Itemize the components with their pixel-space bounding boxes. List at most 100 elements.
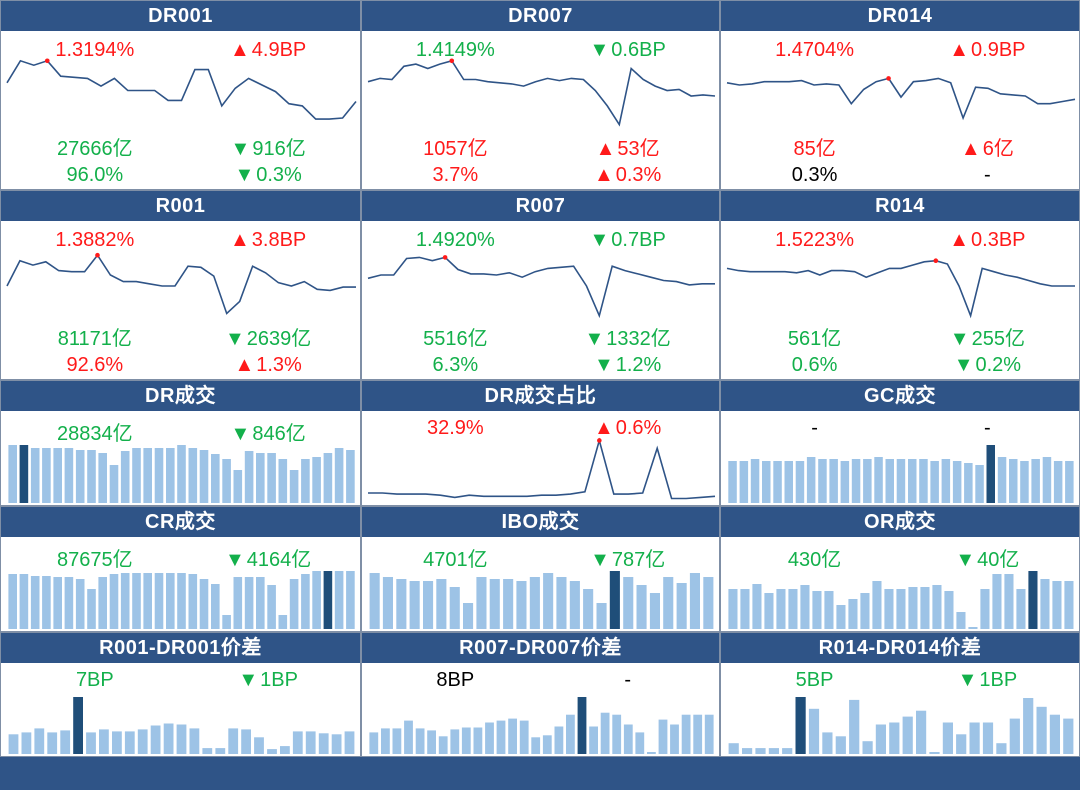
bar [439, 736, 448, 754]
metric-value-r014-row3: 0.6% [735, 354, 893, 377]
chart-dr014 [721, 1, 1080, 190]
bar [836, 605, 845, 629]
chart-r014 [721, 191, 1080, 380]
change-value-r007-row1: ▼ 0.7BP [549, 229, 707, 252]
series-line-r007 [368, 257, 715, 315]
bar [682, 715, 691, 754]
bar [474, 728, 483, 755]
bar [211, 454, 220, 503]
bar [490, 579, 500, 629]
bar [908, 459, 917, 503]
value-text: 0.6% [616, 417, 662, 439]
series-line-dr014 [727, 78, 1075, 118]
bar [874, 457, 883, 503]
arrow-up-icon: ▲ [234, 354, 254, 377]
metric-value-dr001-row3: 96.0% [15, 164, 174, 187]
value-text: 8BP [436, 669, 474, 691]
chart-r007-dr007-spread [362, 633, 720, 757]
value-text: 0.6% [792, 354, 838, 376]
panel-r007-dr007-spread: R007-DR007价差 8BP - [361, 632, 720, 757]
bar [953, 461, 962, 503]
bar [155, 573, 164, 629]
change-value-dr-volume-ratio-row1: ▲ 0.6% [549, 417, 707, 440]
bar [132, 573, 141, 629]
bar [312, 571, 321, 629]
value-text: 916亿 [252, 138, 305, 160]
bar [589, 727, 598, 755]
bar [848, 599, 857, 629]
arrow-down-icon: ▼ [585, 328, 605, 351]
series-line-r014 [727, 261, 1075, 316]
bar [293, 731, 303, 754]
bar [703, 577, 713, 629]
bar [267, 453, 276, 503]
bar [796, 461, 805, 503]
bar [531, 737, 540, 754]
arrow-down-icon: ▼ [590, 39, 610, 62]
panel-dr001: DR001 1.3194% ▲ 4.9BP 27666亿 ▼ 916亿 96.0% ▼ 0.3% [0, 0, 361, 190]
bar [597, 603, 607, 629]
bar [189, 574, 198, 629]
value-text: 1.3% [256, 354, 302, 376]
value-text: 0.9BP [971, 39, 1025, 61]
bar-latest [20, 445, 29, 503]
bar [234, 470, 243, 503]
bar [876, 725, 886, 755]
bar [503, 579, 513, 629]
bar [764, 593, 773, 629]
bar [1054, 461, 1063, 503]
bar [20, 574, 29, 629]
value-text: - [984, 164, 991, 186]
value-text: 32.9% [427, 417, 484, 439]
bar [423, 581, 433, 629]
bar [992, 574, 1001, 629]
bar [65, 448, 74, 503]
bar [1040, 579, 1049, 629]
value-text: 1332亿 [606, 328, 671, 350]
bar [177, 573, 186, 629]
bar [570, 581, 580, 629]
bar [396, 579, 406, 629]
change-value-r014-row3: ▼ 0.2% [908, 354, 1066, 377]
bar [151, 726, 161, 755]
arrow-up-icon: ▲ [594, 417, 614, 440]
bar [86, 732, 96, 754]
bar [742, 748, 752, 754]
bar [190, 728, 200, 754]
value-text: 0.3% [256, 164, 302, 186]
bar [728, 589, 737, 629]
metric-value-r007-row3: 6.3% [376, 354, 534, 377]
bar [410, 581, 420, 629]
bar [583, 589, 593, 629]
value-text: 0.3% [616, 164, 662, 186]
value-text: 1.4149% [416, 39, 495, 61]
panel-dr014: DR014 1.4704% ▲ 0.9BP 85亿 ▲ 6亿 0.3% - [720, 0, 1080, 190]
bar [566, 715, 575, 754]
panel-ibo-volume: IBO成交 4701亿 ▼ 787亿 [361, 506, 720, 632]
bar [996, 743, 1006, 754]
bar [234, 577, 243, 629]
bar [1064, 581, 1073, 629]
value-text: 561亿 [788, 328, 841, 350]
bar [280, 746, 290, 754]
arrow-down-icon: ▼ [231, 138, 251, 161]
change-value-r001-row2: ▼ 2639亿 [189, 322, 348, 351]
bar [110, 574, 119, 629]
value-text: 1.3882% [55, 229, 134, 251]
bar [98, 577, 107, 629]
bar [863, 459, 872, 503]
metric-value-r001-row3: 92.6% [15, 354, 174, 377]
value-text: 92.6% [66, 354, 123, 376]
bar [705, 715, 714, 754]
change-value-r007-row3: ▼ 1.2% [549, 354, 707, 377]
value-text: 3.8BP [252, 229, 306, 251]
bar [125, 731, 135, 754]
bar [508, 719, 517, 754]
arrow-down-icon: ▼ [590, 229, 610, 252]
metric-value-r007-row1: 1.4920% [376, 229, 534, 252]
change-value-cr-volume-row1: ▼ 4164亿 [189, 543, 348, 572]
latest-point-marker [934, 258, 939, 263]
change-value-dr001-row2: ▼ 916亿 [189, 132, 348, 161]
bar [1052, 581, 1061, 629]
bar [346, 450, 355, 503]
